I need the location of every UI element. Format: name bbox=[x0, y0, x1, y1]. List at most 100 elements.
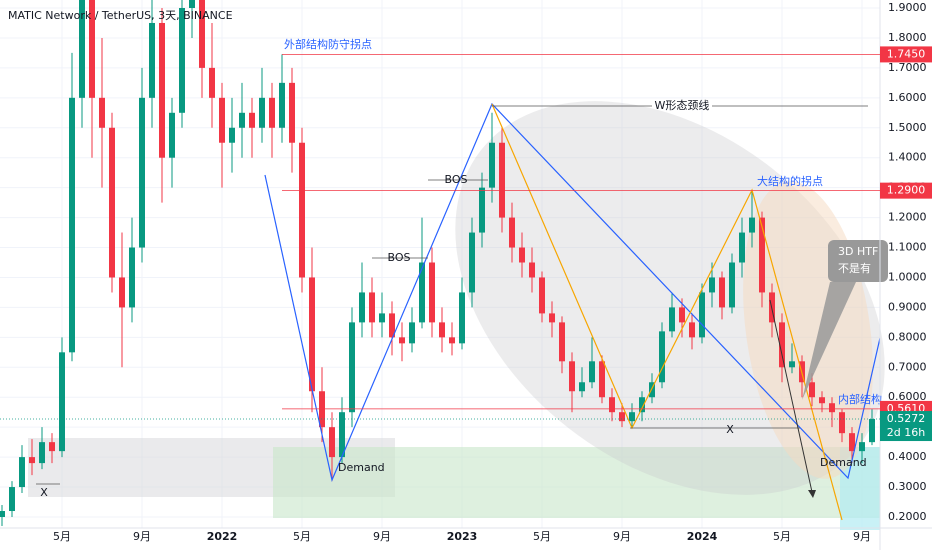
candle-body bbox=[109, 127, 115, 278]
candle-body bbox=[669, 307, 675, 332]
candle-body bbox=[429, 262, 435, 323]
candle-body bbox=[589, 361, 595, 383]
y-tick-label: 1.7000 bbox=[888, 61, 927, 74]
candle-body bbox=[19, 457, 25, 488]
candle-body bbox=[409, 322, 415, 344]
candle-body bbox=[699, 292, 705, 338]
price-tag-label: 0.5272 bbox=[887, 412, 926, 425]
y-tick-label: 1.4000 bbox=[888, 151, 927, 164]
candle-body bbox=[59, 352, 65, 452]
y-tick-label: 0.9000 bbox=[888, 300, 927, 313]
price-tag-label: 1.7450 bbox=[887, 47, 926, 60]
candle-body bbox=[449, 337, 455, 344]
candle-body bbox=[459, 292, 465, 344]
candle-body bbox=[869, 419, 875, 443]
candle-body bbox=[89, 0, 95, 98]
annotation: BOS bbox=[388, 251, 411, 264]
candle-body bbox=[29, 457, 35, 464]
candle-body bbox=[839, 412, 845, 434]
candle-body bbox=[39, 442, 45, 464]
candle-body bbox=[239, 112, 245, 128]
candle-body bbox=[639, 397, 645, 413]
candle-body bbox=[819, 397, 825, 404]
candle-body bbox=[529, 262, 535, 278]
y-tick-label: 0.7000 bbox=[888, 360, 927, 373]
candle-body bbox=[729, 262, 735, 308]
x-tick-label: 5月 bbox=[293, 530, 311, 543]
chart-title: MATIC Network / TetherUS, 3天, BINANCE bbox=[8, 9, 233, 22]
candle-body bbox=[379, 313, 385, 323]
candle-body bbox=[249, 112, 255, 128]
candle-body bbox=[709, 277, 715, 293]
y-tick-label: 1.6000 bbox=[888, 91, 927, 104]
countdown-label: 2d 16h bbox=[887, 426, 925, 439]
annotation: 3D HTF bbox=[838, 245, 878, 258]
candle-body bbox=[99, 97, 105, 128]
candle-body bbox=[119, 277, 125, 308]
annotation: 内部结构 bbox=[838, 392, 882, 406]
candle-body bbox=[739, 232, 745, 263]
candle-body bbox=[309, 277, 315, 392]
candle-body bbox=[549, 313, 555, 323]
candle-body bbox=[299, 142, 305, 278]
candle-body bbox=[179, 8, 185, 113]
candle-body bbox=[209, 67, 215, 98]
candle-body bbox=[129, 247, 135, 308]
price-tag bbox=[880, 46, 932, 63]
x-tick-label: 9月 bbox=[133, 530, 151, 543]
candle-body bbox=[149, 22, 155, 98]
y-tick-label: 1.8000 bbox=[888, 31, 927, 44]
candle-body bbox=[719, 277, 725, 308]
candle-body bbox=[49, 442, 55, 452]
x-tick-label: 9月 bbox=[853, 530, 871, 543]
candle-body bbox=[289, 82, 295, 143]
candle-body bbox=[599, 361, 605, 398]
candle-body bbox=[399, 337, 405, 344]
candle-body bbox=[349, 322, 355, 413]
y-tick-label: 1.0000 bbox=[888, 270, 927, 283]
candle-body bbox=[279, 82, 285, 128]
candle-body bbox=[219, 97, 225, 143]
candle-body bbox=[579, 382, 585, 392]
candle-body bbox=[499, 142, 505, 218]
annotation: 大结构的拐点 bbox=[757, 174, 823, 188]
candle-body bbox=[749, 217, 755, 233]
y-tick-label: 0.8000 bbox=[888, 330, 927, 343]
candle-body bbox=[359, 292, 365, 323]
candle-body bbox=[559, 322, 565, 362]
candle-body bbox=[829, 403, 835, 413]
candle-body bbox=[169, 112, 175, 158]
annotation: X bbox=[40, 486, 48, 499]
candle-body bbox=[189, 0, 195, 8]
price-tag-label: 1.2900 bbox=[887, 184, 926, 197]
x-tick-label: 5月 bbox=[773, 530, 791, 543]
candle-body bbox=[679, 307, 685, 323]
x-tick-label: 2024 bbox=[687, 530, 718, 543]
candle-body bbox=[859, 442, 865, 452]
y-tick-label: 0.4000 bbox=[888, 450, 927, 463]
candle-body bbox=[199, 0, 205, 68]
x-tick-label: 5月 bbox=[533, 530, 551, 543]
annotation: BOS bbox=[445, 173, 468, 186]
price-tag bbox=[880, 411, 932, 442]
annotation: W形态颈线 bbox=[655, 98, 710, 112]
candle-body bbox=[779, 322, 785, 368]
candle-body bbox=[539, 277, 545, 314]
candle-body bbox=[269, 97, 275, 128]
structure-line bbox=[491, 103, 843, 521]
candle-body bbox=[0, 511, 5, 517]
annotation: Demand bbox=[820, 456, 867, 469]
price-tag bbox=[880, 182, 932, 199]
candle-body bbox=[419, 262, 425, 323]
candle-body bbox=[809, 382, 815, 398]
y-tick-label: 0.3000 bbox=[888, 480, 927, 493]
candle-body bbox=[689, 322, 695, 338]
candle-body bbox=[659, 331, 665, 383]
candle-body bbox=[479, 187, 485, 233]
y-tick-label: 0.2000 bbox=[888, 510, 927, 523]
candle-body bbox=[519, 247, 525, 263]
candle-body bbox=[259, 97, 265, 128]
x-tick-label: 2022 bbox=[207, 530, 238, 543]
candle-body bbox=[469, 232, 475, 293]
